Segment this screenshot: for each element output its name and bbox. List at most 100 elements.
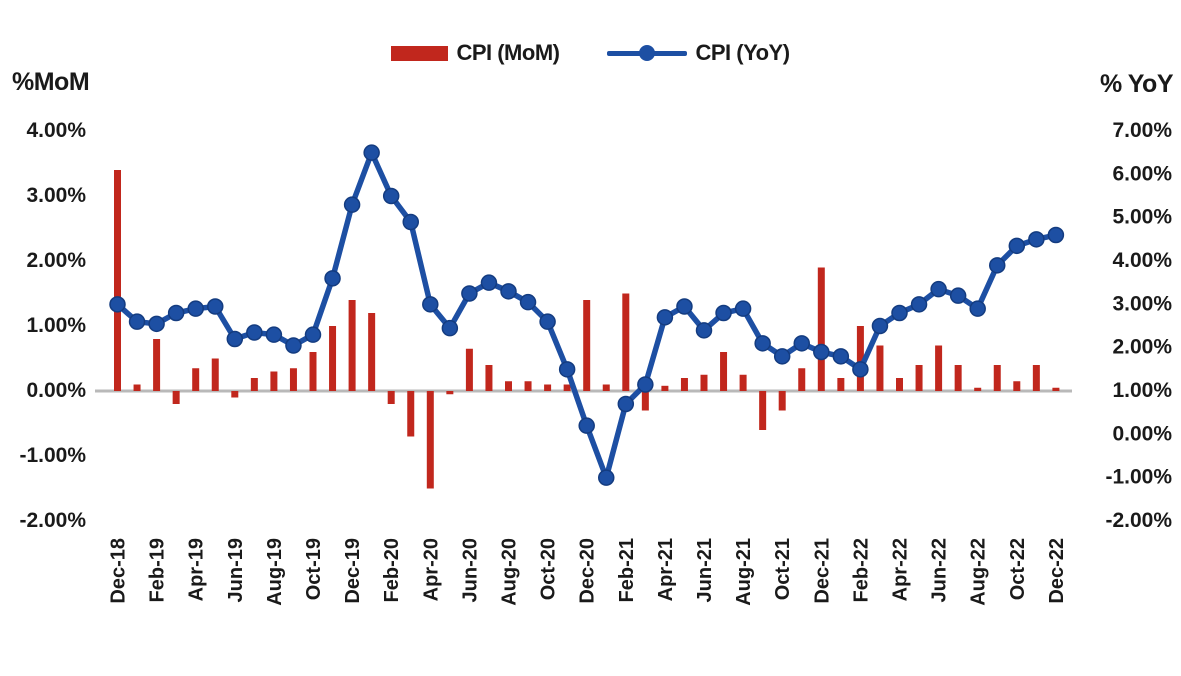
- marker-Jun-21: [695, 322, 713, 339]
- marker-Mar-22: [871, 317, 889, 335]
- marker-Jul-22: [949, 287, 967, 304]
- marker-Dec-20: [578, 417, 595, 434]
- marker-Dec-22: [1047, 226, 1065, 244]
- marker-Sep-19: [285, 337, 302, 354]
- x-tick-label: Apr-20: [420, 538, 442, 601]
- marker-Jan-22: [832, 348, 850, 365]
- bar-Apr-20: [426, 391, 434, 489]
- bar-May-20: [446, 391, 454, 395]
- bar-Jun-20: [465, 348, 473, 391]
- marker-Sep-20: [519, 293, 537, 311]
- x-tick-label: Aug-22: [968, 538, 990, 606]
- marker-Feb-21: [617, 395, 635, 413]
- x-tick-label: Jun-19: [225, 538, 247, 602]
- bar-Oct-22: [1013, 381, 1021, 391]
- marker-Aug-20: [500, 283, 517, 300]
- marker-Jan-21: [598, 469, 615, 486]
- right-tick-label: 6.00%: [1112, 162, 1172, 185]
- marker-Sep-21: [754, 335, 771, 352]
- left-tick-label: 1.00%: [26, 314, 86, 337]
- bar-Feb-22: [856, 326, 864, 391]
- bar-Aug-22: [974, 387, 982, 391]
- bar-Nov-21: [798, 368, 806, 391]
- x-tick-label: Feb-22: [850, 538, 872, 602]
- x-tick-label: Oct-20: [538, 538, 560, 600]
- marker-Nov-22: [1028, 231, 1045, 248]
- x-tick-label: Aug-19: [264, 538, 286, 606]
- marker-Mar-21: [637, 376, 654, 393]
- left-axis-title: %MoM: [12, 68, 90, 96]
- bar-Dec-22: [1052, 387, 1060, 391]
- x-tick-label: Dec-20: [577, 538, 599, 604]
- bar-Dec-21: [817, 267, 825, 391]
- legend-item-cpi-yoy: CPI (YoY): [607, 40, 790, 66]
- bar-Dec-20: [583, 300, 591, 391]
- axis-tick-labels: 4.00% 3.00% 2.00% 1.00% 0.00% -1.00% -2.00% 7.0…: [19, 119, 1172, 532]
- marker-Jan-19: [128, 313, 146, 330]
- blue-line-dot-swatch-icon: [607, 44, 688, 62]
- bar-Aug-21: [739, 374, 747, 391]
- bar-Oct-19: [309, 352, 317, 391]
- bar-Jun-19: [231, 391, 239, 398]
- x-tick-label: Feb-20: [381, 538, 403, 602]
- marker-Sep-22: [989, 257, 1006, 274]
- marker-Oct-22: [1008, 237, 1026, 255]
- bar-Feb-20: [387, 391, 395, 404]
- marker-Aug-22: [969, 300, 986, 317]
- bar-Jul-19: [250, 378, 258, 391]
- marker-Apr-19: [187, 300, 204, 317]
- legend-label-cpi-mom: CPI (MoM): [456, 40, 560, 65]
- legend-item-cpi-mom: CPI (MoM): [391, 40, 560, 66]
- marker-Jul-19: [246, 324, 263, 341]
- right-tick-label: 1.00%: [1112, 379, 1172, 402]
- red-bar-swatch-icon: [391, 45, 449, 61]
- marker-Feb-19: [148, 315, 165, 333]
- marker-Jun-19: [226, 330, 244, 348]
- marker-Mar-20: [402, 213, 419, 231]
- bar-Oct-20: [544, 384, 552, 391]
- right-tick-label: 5.00%: [1112, 206, 1172, 229]
- x-tick-label: Jun-21: [694, 538, 716, 602]
- bar-Jul-22: [954, 365, 962, 391]
- bar-May-22: [915, 365, 923, 391]
- bar-Apr-19: [192, 368, 200, 391]
- x-tick-label: Jun-22: [929, 538, 951, 602]
- x-tick-label: Apr-19: [186, 538, 208, 601]
- x-tick-label: Dec-18: [108, 538, 130, 604]
- right-tick-label: 3.00%: [1112, 292, 1172, 315]
- marker-Dec-18: [109, 296, 126, 313]
- bar-Jul-21: [720, 352, 728, 391]
- marker-Oct-21: [773, 348, 791, 365]
- right-tick-label: 4.00%: [1112, 249, 1172, 272]
- bar-Jan-21: [602, 384, 610, 391]
- right-tick-label: -1.00%: [1105, 466, 1172, 489]
- bar-Dec-19: [348, 300, 356, 391]
- x-axis-labels: Dec-18 Feb-19 Apr-19 Jun-19 Aug-19 Oct-19 Dec-…: [108, 538, 1068, 606]
- left-tick-label: 2.00%: [26, 249, 86, 272]
- marker-Aug-21: [734, 300, 752, 317]
- left-tick-label: 3.00%: [26, 184, 86, 207]
- x-tick-label: Aug-20: [499, 538, 521, 606]
- bar-Mar-21: [641, 391, 649, 411]
- marker-Nov-19: [324, 270, 341, 287]
- marker-Dec-21: [813, 343, 830, 361]
- x-tick-label: Dec-22: [1046, 538, 1068, 604]
- x-tick-label: Apr-22: [890, 538, 912, 601]
- right-tick-label: 7.00%: [1112, 119, 1172, 142]
- bar-Apr-21: [661, 385, 669, 391]
- bar-Apr-22: [896, 378, 903, 391]
- left-tick-label: -1.00%: [19, 444, 86, 467]
- bar-Sep-21: [759, 391, 767, 430]
- left-tick-label: 0.00%: [26, 379, 86, 402]
- cpi-yoy-markers: [109, 144, 1065, 486]
- bar-Feb-19: [153, 339, 161, 391]
- marker-Dec-19: [343, 196, 361, 213]
- left-tick-label: -2.00%: [19, 509, 86, 532]
- right-tick-label: 0.00%: [1112, 422, 1172, 445]
- marker-Mar-19: [167, 304, 185, 322]
- bar-Mar-20: [407, 391, 415, 437]
- bar-Nov-19: [329, 326, 337, 391]
- bar-May-19: [211, 358, 219, 391]
